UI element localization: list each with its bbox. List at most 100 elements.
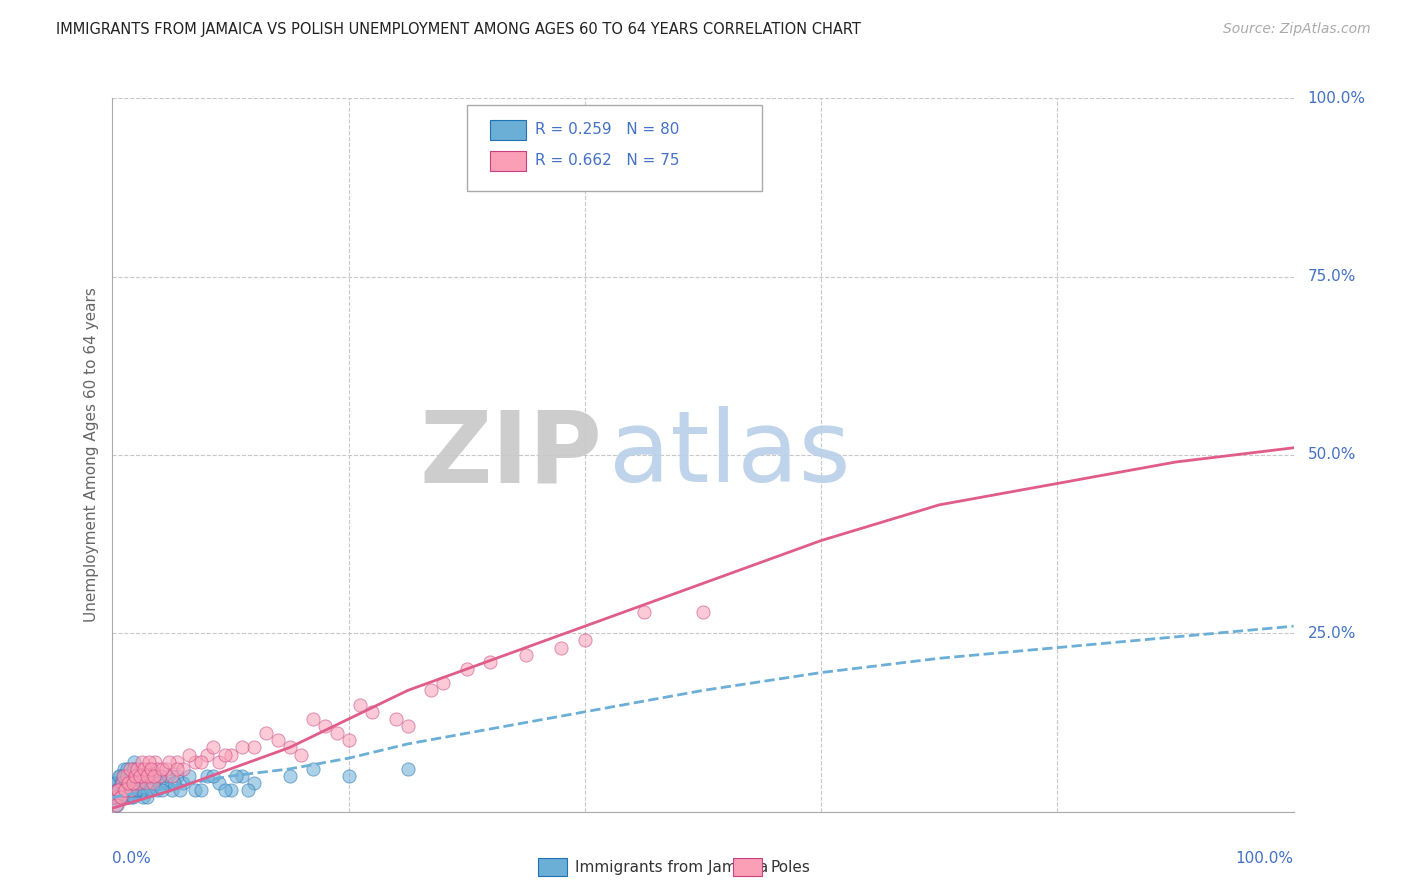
Point: [112, 762, 135, 776]
Point: [136, 783, 159, 797]
Point: [190, 755, 212, 769]
Point: [179, 769, 201, 783]
Point: [166, 769, 188, 783]
Point: [314, 719, 336, 733]
Point: [195, 747, 218, 762]
Point: [122, 783, 145, 797]
Point: [633, 605, 655, 619]
Point: [127, 776, 149, 790]
Point: [208, 776, 231, 790]
Point: [278, 769, 301, 783]
Point: [131, 755, 153, 769]
Point: [127, 783, 149, 797]
Point: [267, 733, 290, 747]
Point: [142, 769, 165, 783]
Point: [136, 762, 159, 776]
Point: [124, 755, 146, 769]
Point: [112, 769, 135, 783]
Point: [142, 776, 165, 790]
Point: [121, 762, 143, 776]
Point: [105, 776, 128, 790]
Point: [127, 783, 149, 797]
Point: [107, 783, 129, 797]
Point: [135, 776, 157, 790]
Point: [166, 755, 188, 769]
Point: [111, 776, 134, 790]
Point: [135, 790, 157, 805]
Point: [142, 776, 165, 790]
Point: [120, 790, 142, 805]
Point: [139, 769, 162, 783]
Text: R = 0.259   N = 80: R = 0.259 N = 80: [536, 122, 679, 137]
Bar: [537, 858, 567, 876]
Point: [115, 783, 138, 797]
Point: [184, 783, 207, 797]
Point: [114, 783, 136, 797]
Point: [201, 740, 224, 755]
Point: [115, 790, 138, 805]
Point: [111, 783, 134, 797]
Point: [108, 790, 131, 805]
Point: [129, 769, 152, 783]
Point: [110, 776, 132, 790]
Point: [195, 769, 218, 783]
Point: [112, 783, 135, 797]
Point: [122, 762, 145, 776]
Point: [129, 762, 152, 776]
Point: [141, 783, 163, 797]
Point: [420, 683, 443, 698]
Point: [111, 776, 134, 790]
Point: [122, 790, 145, 805]
Point: [302, 762, 325, 776]
Point: [134, 769, 156, 783]
Point: [219, 747, 242, 762]
Bar: [491, 151, 526, 171]
Point: [120, 762, 142, 776]
Point: [456, 662, 478, 676]
Point: [302, 712, 325, 726]
Point: [127, 762, 149, 776]
Point: [124, 776, 146, 790]
Point: [172, 762, 194, 776]
Point: [134, 762, 156, 776]
Text: 50.0%: 50.0%: [1308, 448, 1355, 462]
Point: [139, 769, 162, 783]
Point: [361, 705, 384, 719]
Text: 25.0%: 25.0%: [1308, 626, 1355, 640]
Point: [114, 776, 136, 790]
Point: [201, 769, 224, 783]
Point: [238, 783, 260, 797]
Point: [125, 769, 148, 783]
Point: [172, 776, 194, 790]
Point: [141, 762, 163, 776]
Point: [396, 719, 419, 733]
Point: [135, 776, 157, 790]
Point: [132, 769, 155, 783]
Point: [118, 776, 141, 790]
Point: [163, 776, 186, 790]
Point: [214, 747, 236, 762]
Point: [160, 769, 183, 783]
Text: atlas: atlas: [609, 407, 851, 503]
Point: [432, 676, 454, 690]
Point: [121, 776, 143, 790]
Point: [117, 769, 139, 783]
Point: [179, 747, 201, 762]
Point: [337, 769, 360, 783]
Point: [107, 783, 129, 797]
Point: [117, 762, 138, 776]
Point: [103, 790, 125, 805]
Point: [515, 648, 537, 662]
Point: [121, 776, 143, 790]
Point: [692, 605, 714, 619]
Point: [143, 769, 166, 783]
Text: Immigrants from Jamaica: Immigrants from Jamaica: [575, 860, 769, 875]
Point: [208, 755, 231, 769]
Point: [550, 640, 572, 655]
Point: [155, 762, 177, 776]
Point: [110, 790, 132, 805]
Point: [214, 783, 236, 797]
Point: [112, 783, 135, 797]
Point: [128, 769, 150, 783]
Point: [349, 698, 371, 712]
